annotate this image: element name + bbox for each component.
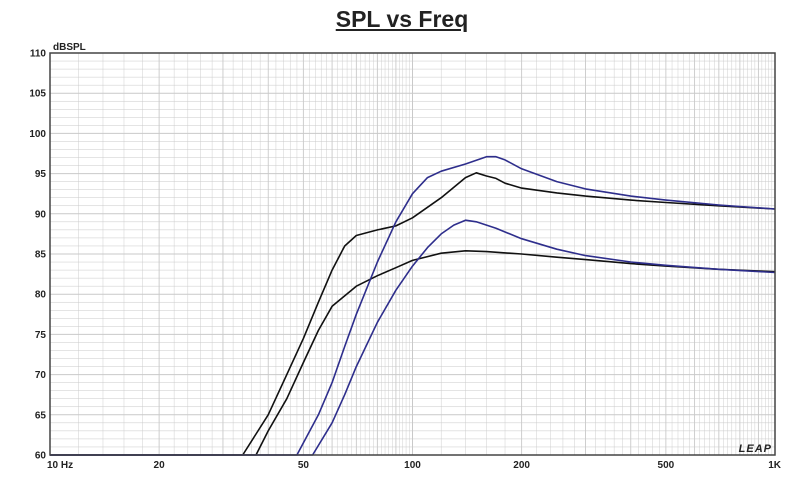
x-tick-label: 100 [404, 460, 421, 471]
y-tick-label: 75 [35, 330, 47, 341]
spl-curve-1 [50, 172, 776, 456]
x-tick-label: 10 Hz [47, 460, 73, 471]
chart-title: SPL vs Freq [335, 6, 469, 32]
curves [50, 155, 776, 456]
y-tick-label: 95 [35, 169, 47, 180]
y-tick-label: 105 [29, 89, 46, 100]
x-tick-label: 1K [768, 460, 782, 471]
plot-frame [49, 52, 776, 456]
y-tick-label: 90 [35, 209, 47, 220]
y-axis-label: dBSPL [53, 42, 86, 53]
y-tick-label: 70 [35, 370, 47, 381]
y-tick-label: 60 [35, 451, 47, 462]
grid [49, 52, 776, 456]
y-tick-label: 80 [35, 290, 47, 301]
x-tick-label: 50 [298, 460, 310, 471]
x-tick-label: 20 [154, 460, 166, 471]
y-tick-label: 100 [29, 129, 46, 140]
spl-curve-2 [50, 250, 776, 456]
y-tick-label: 85 [35, 250, 47, 261]
tick-labels: 60 65 70 75 80 85 90 95 100 105 110 10 Hz 20 50 100 200… [29, 49, 781, 472]
y-tick-label: 110 [30, 49, 47, 60]
spl-curve-3 [50, 155, 776, 456]
spl-curve-4 [50, 219, 776, 456]
x-tick-label: 500 [658, 460, 675, 471]
y-tick-label: 65 [35, 410, 47, 421]
x-tick-label: 200 [513, 460, 530, 471]
leap-logo: LEAP [739, 443, 772, 455]
